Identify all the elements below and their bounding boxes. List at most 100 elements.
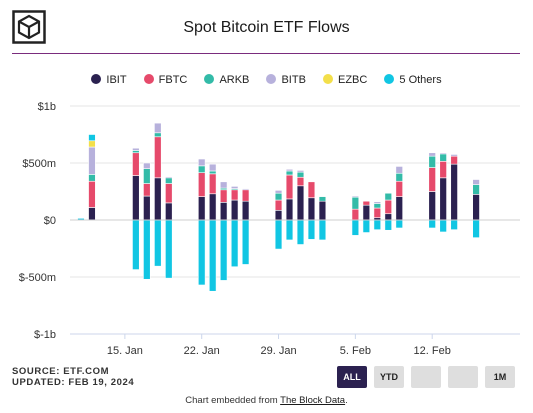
the-block-data-link[interactable]: The Block Data bbox=[280, 395, 346, 406]
bar-5-others bbox=[450, 219, 458, 230]
bar-ibit bbox=[439, 177, 447, 221]
bar-5-others bbox=[395, 219, 403, 229]
bar-bitb bbox=[439, 152, 447, 155]
bar-ibit bbox=[296, 185, 305, 221]
legend-item-ezbc[interactable]: EZBC bbox=[322, 74, 367, 86]
bar-5-others bbox=[318, 219, 327, 241]
bar-arkb bbox=[373, 203, 382, 209]
range-button-all[interactable]: ALL bbox=[337, 366, 367, 388]
bar-bitb bbox=[428, 152, 436, 157]
bar-5-others bbox=[132, 219, 140, 270]
bar-5-others bbox=[307, 219, 316, 240]
bar-arkb bbox=[154, 132, 162, 138]
legend-dot-ibit bbox=[91, 74, 102, 85]
bar-ibit bbox=[241, 200, 250, 221]
bar-fbtc bbox=[450, 155, 458, 165]
bar-bitb bbox=[472, 179, 480, 185]
bar-fbtc bbox=[373, 207, 382, 219]
bar-arkb bbox=[296, 171, 305, 178]
bar-fbtc bbox=[219, 189, 228, 203]
y-tick-label: $-1b bbox=[34, 329, 56, 341]
bar-5-others bbox=[296, 219, 305, 245]
legend-item-ibit[interactable]: IBIT bbox=[91, 74, 127, 87]
bar-arkb bbox=[384, 192, 392, 201]
source-text: SOURCE: ETF.COM bbox=[12, 366, 110, 377]
legend-label-bitb: BITB bbox=[281, 74, 306, 87]
bar-ibit bbox=[318, 200, 327, 221]
bar-ibit bbox=[450, 163, 458, 221]
bar-fbtc bbox=[428, 167, 436, 192]
bar-bitb bbox=[208, 163, 217, 172]
bar-5-others bbox=[154, 219, 162, 267]
bar-5-others bbox=[241, 219, 250, 265]
legend-dot-arkb bbox=[204, 74, 215, 85]
bar-ibit bbox=[307, 197, 316, 221]
legend-label-ibit: IBIT bbox=[106, 74, 127, 87]
chart-title: Spot Bitcoin ETF Flows bbox=[183, 19, 350, 36]
bar-fbtc bbox=[154, 136, 162, 179]
legend-item-5-others[interactable]: 5 Others bbox=[384, 74, 442, 87]
bar-ibit bbox=[208, 193, 217, 221]
header: Spot Bitcoin ETF Flows bbox=[0, 0, 533, 55]
legend-label-5-others: 5 Others bbox=[399, 74, 442, 87]
bar-bitb bbox=[351, 195, 360, 198]
bar-fbtc bbox=[143, 183, 151, 197]
bar-5-others bbox=[428, 219, 436, 229]
bar-fbtc bbox=[384, 199, 392, 215]
bar-bitb bbox=[274, 190, 283, 194]
bar-ibit bbox=[362, 204, 371, 221]
legend-dot-5-others bbox=[384, 74, 395, 85]
footer: SOURCE: ETF.COM UPDATED: FEB 19, 2024 bbox=[12, 366, 134, 388]
legend-item-bitb[interactable]: BITB bbox=[266, 74, 306, 87]
legend-dot-fbtc bbox=[143, 74, 154, 85]
range-button-4[interactable] bbox=[448, 366, 478, 388]
title-divider bbox=[12, 53, 520, 54]
bar-fbtc bbox=[274, 199, 283, 211]
embed-prefix: Chart embedded from bbox=[185, 395, 281, 406]
bar-ibit bbox=[198, 196, 206, 221]
bar-fbtc bbox=[351, 208, 360, 221]
x-tick-label: 5. Feb bbox=[340, 345, 371, 357]
bar-5-others bbox=[285, 219, 294, 241]
bar-arkb bbox=[351, 196, 360, 210]
legend-dot-bitb bbox=[266, 74, 277, 85]
legend-item-arkb[interactable]: ARKB bbox=[204, 74, 249, 86]
bar-ibit bbox=[395, 196, 403, 221]
bar-5-others bbox=[143, 219, 151, 280]
bar-arkb bbox=[318, 196, 327, 202]
bar-arkb bbox=[198, 165, 206, 173]
bar-5-others bbox=[384, 219, 392, 231]
bar-arkb bbox=[395, 172, 403, 182]
y-tick-label: $0 bbox=[44, 215, 56, 227]
bar-bitb bbox=[296, 170, 305, 173]
bar-ibit bbox=[88, 207, 96, 221]
range-button-3[interactable] bbox=[411, 366, 441, 388]
bar-bitb bbox=[143, 162, 151, 169]
bar-5-others bbox=[198, 219, 206, 286]
legend-label-fbtc: FBTC bbox=[158, 74, 188, 87]
x-tick-label: 15. Jan bbox=[107, 345, 143, 357]
bar-5-others bbox=[362, 219, 371, 233]
bar-bitb bbox=[373, 201, 382, 204]
range-button-1m[interactable]: 1M bbox=[485, 366, 515, 388]
bar-bitb bbox=[450, 154, 458, 157]
bar-fbtc bbox=[307, 181, 316, 199]
bar-ibit bbox=[132, 175, 140, 221]
bar-fbtc bbox=[362, 200, 371, 206]
bar-5-others bbox=[274, 219, 283, 250]
bar-5-others bbox=[208, 219, 217, 292]
legend-item-fbtc[interactable]: FBTC bbox=[143, 74, 188, 87]
updated-text: UPDATED: FEB 19, 2024 bbox=[12, 377, 135, 388]
legend-dot-ezbc bbox=[322, 74, 333, 85]
x-tick-label: 22. Jan bbox=[184, 345, 220, 357]
range-button-ytd[interactable]: YTD bbox=[374, 366, 404, 388]
bar-arkb bbox=[274, 192, 283, 201]
bar-5-others bbox=[373, 219, 382, 230]
bar-ezbc bbox=[88, 140, 96, 148]
bar-ibit bbox=[230, 199, 239, 221]
bar-arkb bbox=[208, 170, 217, 175]
bar-5-others bbox=[230, 219, 239, 268]
the-block-logo-icon[interactable] bbox=[12, 10, 46, 44]
bar-arkb bbox=[285, 170, 294, 176]
bar-fbtc bbox=[241, 189, 250, 202]
